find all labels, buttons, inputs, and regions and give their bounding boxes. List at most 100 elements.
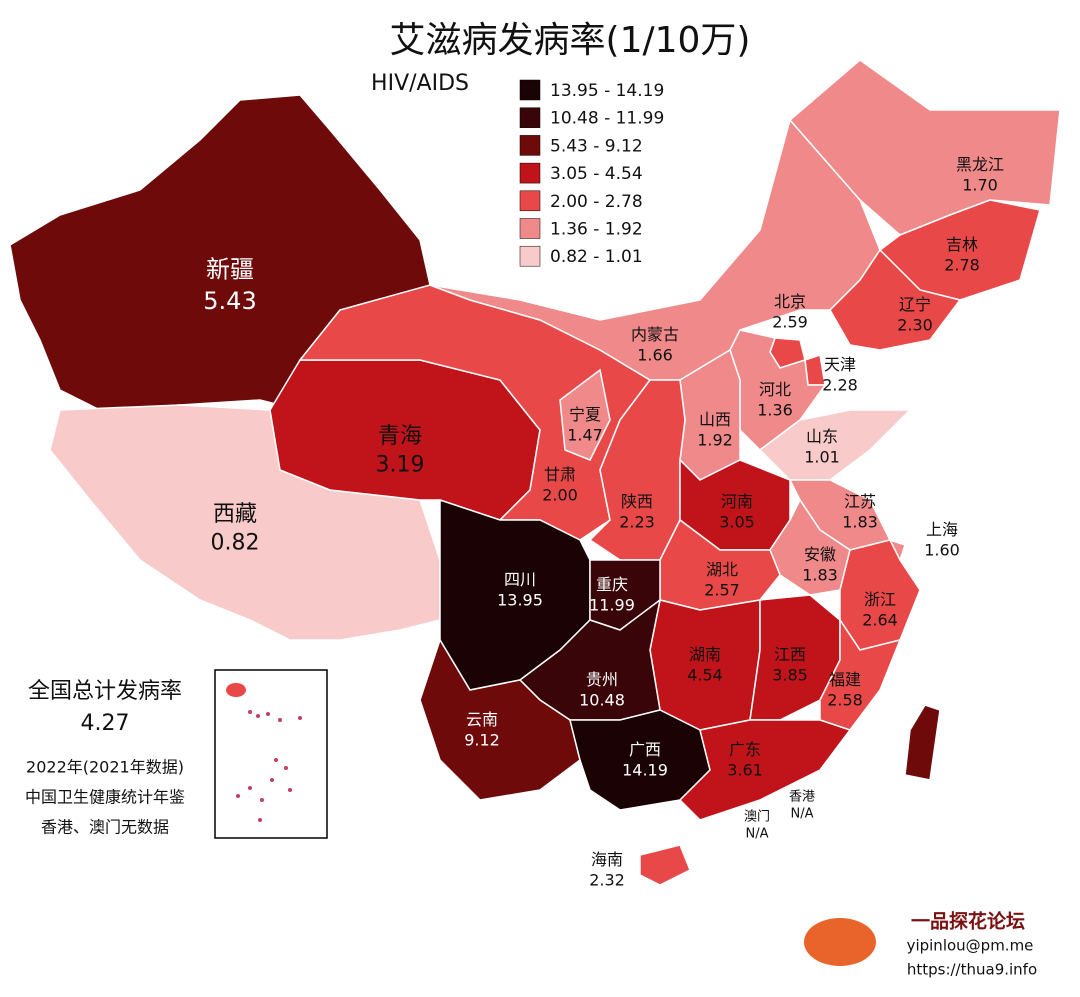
legend-label: 0.82 - 1.01 bbox=[550, 247, 643, 267]
province-value: 5.43 bbox=[203, 287, 256, 315]
province bbox=[559, 368, 611, 461]
province-value: 2.78 bbox=[944, 256, 980, 275]
province-name: 辽宁 bbox=[899, 295, 931, 314]
province-value: 4.54 bbox=[687, 666, 723, 685]
province-value: 3.61 bbox=[727, 761, 763, 780]
province-name: 福建 bbox=[829, 670, 861, 689]
watermark-name: 一品探花论坛 bbox=[911, 910, 1025, 933]
province bbox=[678, 719, 852, 821]
legend-label: 5.43 - 9.12 bbox=[550, 136, 643, 156]
province-name: 西藏 bbox=[213, 502, 257, 527]
legend-swatch bbox=[519, 107, 541, 128]
province-name: 宁夏 bbox=[569, 405, 601, 424]
province-value: 2.32 bbox=[589, 871, 625, 890]
province-name: 河南 bbox=[721, 492, 753, 511]
province-value: 1.66 bbox=[637, 346, 673, 365]
legend-label: 3.05 - 4.54 bbox=[550, 164, 643, 184]
province-value: 2.00 bbox=[542, 486, 578, 505]
legend-swatch bbox=[519, 190, 541, 212]
province-value: 1.36 bbox=[757, 401, 793, 420]
province-name: 江苏 bbox=[844, 492, 876, 511]
province bbox=[788, 59, 1061, 236]
province-name: 广东 bbox=[729, 740, 761, 759]
inset-frame bbox=[214, 669, 328, 839]
province-value: 1.01 bbox=[804, 448, 840, 467]
province-name: 甘肃 bbox=[544, 465, 576, 484]
province bbox=[639, 844, 691, 886]
regions bbox=[9, 59, 1061, 886]
province-value: 0.82 bbox=[211, 530, 260, 555]
province-name: 黑龙江 bbox=[956, 155, 1004, 174]
legend-label: 10.48 - 11.99 bbox=[550, 109, 664, 129]
province-value: 2.64 bbox=[862, 611, 898, 630]
province-value: N/A bbox=[791, 807, 814, 822]
province-name: 内蒙古 bbox=[631, 325, 679, 344]
national-label: 全国总计发病率 bbox=[28, 679, 182, 704]
province-value: 3.05 bbox=[719, 513, 755, 532]
province-name: 云南 bbox=[466, 710, 498, 729]
province-value: 6.09 bbox=[944, 751, 980, 770]
province-name: 安徽 bbox=[804, 545, 836, 564]
province bbox=[904, 704, 941, 781]
province-name: 浙江 bbox=[864, 590, 896, 609]
province-value: 1.60 bbox=[924, 541, 960, 560]
province-name: 重庆 bbox=[596, 575, 628, 594]
province-name: 江西 bbox=[774, 645, 806, 664]
province-value: 11.99 bbox=[589, 596, 635, 615]
legend-label: 13.95 - 14.19 bbox=[550, 81, 664, 101]
note: 香港、澳门无数据 bbox=[41, 818, 169, 837]
legend-swatch bbox=[519, 218, 541, 239]
subtitle: HIV/AIDS bbox=[371, 71, 469, 96]
province-name: 贵州 bbox=[586, 670, 618, 689]
province-name: 吉林 bbox=[946, 235, 978, 254]
province-value: 13.95 bbox=[497, 591, 543, 610]
watermark-email: yipinlou@pm.me bbox=[907, 937, 1034, 955]
note: 中国卫生健康统计年鉴 bbox=[25, 788, 185, 807]
province-value: 1.83 bbox=[802, 566, 838, 585]
province-value: 2.57 bbox=[704, 581, 740, 600]
province-name: 山东 bbox=[806, 427, 838, 446]
title: 艾滋病发病率(1/10万) bbox=[390, 20, 751, 61]
province-value: 3.19 bbox=[376, 452, 425, 477]
province-name: 上海 bbox=[926, 520, 958, 539]
province-value: 2.23 bbox=[619, 513, 655, 532]
province-value: 2.28 bbox=[822, 376, 858, 395]
inset-islands bbox=[226, 683, 302, 822]
watermark-url: https://thua9.info bbox=[907, 961, 1037, 979]
legend-label: 2.00 - 2.78 bbox=[550, 192, 643, 212]
legend-swatch bbox=[519, 79, 541, 101]
province-name: 青海 bbox=[378, 424, 422, 449]
national-value: 4.27 bbox=[81, 711, 130, 736]
province-name: 新疆 bbox=[206, 256, 254, 284]
province-value: 3.85 bbox=[772, 666, 808, 685]
province-value: 2.58 bbox=[827, 691, 863, 710]
province-name: 澳门 bbox=[744, 809, 770, 825]
province-name: 海南 bbox=[591, 850, 623, 869]
province-name: 广西 bbox=[629, 740, 661, 759]
province-value: 1.47 bbox=[567, 426, 603, 445]
legend-swatch bbox=[519, 162, 541, 184]
province-value: 9.12 bbox=[464, 731, 500, 750]
province-value: 10.48 bbox=[579, 691, 625, 710]
province-name: 天津 bbox=[824, 355, 856, 374]
province-value: 2.30 bbox=[897, 316, 933, 335]
province-value: 2.59 bbox=[772, 313, 808, 332]
province-name: 四川 bbox=[504, 570, 536, 589]
legend-swatch bbox=[519, 135, 541, 156]
province-value: 1.92 bbox=[697, 431, 733, 450]
note: 2022年(2021年数据) bbox=[26, 758, 184, 777]
province-name: 湖南 bbox=[689, 645, 721, 664]
legend-swatch bbox=[519, 245, 541, 267]
province-name: 台湾 bbox=[946, 730, 978, 749]
province-value: N/A bbox=[746, 827, 769, 842]
legend-label: 1.36 - 1.92 bbox=[550, 220, 643, 240]
province-value: 14.19 bbox=[622, 761, 668, 780]
logo bbox=[804, 918, 876, 966]
province-value: 1.70 bbox=[962, 176, 998, 195]
province-name: 北京 bbox=[774, 292, 806, 311]
province bbox=[829, 248, 962, 351]
province-name: 湖北 bbox=[706, 560, 738, 579]
province-value: 1.83 bbox=[842, 513, 878, 532]
province-name: 山西 bbox=[699, 410, 731, 429]
